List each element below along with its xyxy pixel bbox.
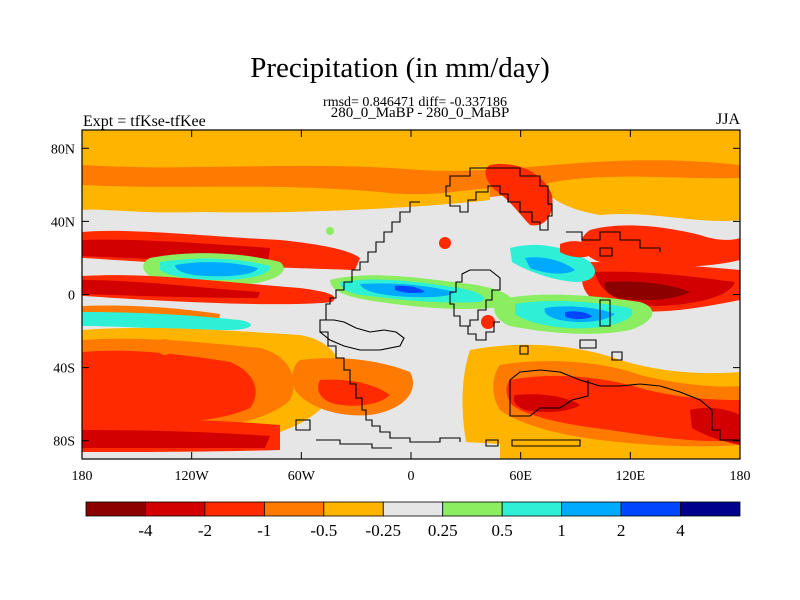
colorbar-label: 0.5 xyxy=(492,521,513,540)
x-tick-label: 180 xyxy=(730,469,751,484)
colorbar-label: 0.25 xyxy=(428,521,458,540)
colorbar-swatch xyxy=(204,501,265,517)
x-tick-label: 180 xyxy=(72,469,93,484)
colorbar-label: 4 xyxy=(676,521,685,540)
colorbar-swatch xyxy=(85,501,146,517)
x-axis: 180 120W 60W 0 60E 120E 180 xyxy=(72,130,751,484)
y-tick-label: 40N xyxy=(51,215,75,230)
y-tick-label: 40S xyxy=(53,362,75,377)
y-tick-label: 0 xyxy=(68,289,75,304)
colorbar: -4 -2 -1 -0.5 -0.25 0.25 0.5 1 2 4 xyxy=(85,501,741,540)
colorbar-swatch xyxy=(620,501,681,517)
colorbar-label: -0.25 xyxy=(366,521,401,540)
chart-title: Precipitation (in mm/day) xyxy=(250,52,550,84)
colorbar-label: 2 xyxy=(617,521,626,540)
experiment-label: Expt = tfKse-tfKee xyxy=(83,113,206,130)
x-tick-label: 120E xyxy=(616,469,646,484)
colorbar-swatch xyxy=(145,501,206,517)
season-label: JJA xyxy=(715,111,740,128)
x-tick-label: 60W xyxy=(288,469,316,484)
y-tick-label: 80N xyxy=(51,142,75,157)
chart-subtitle: 280_0_MaBP - 280_0_MaBP xyxy=(330,105,510,121)
colorbar-label: 1 xyxy=(557,521,566,540)
continent-outlines xyxy=(295,167,740,449)
colorbar-swatch xyxy=(263,501,325,517)
colorbar-swatch xyxy=(680,501,741,517)
y-axis: 80N 40N 0 40S 80S xyxy=(51,142,740,450)
x-tick-label: 0 xyxy=(408,469,415,484)
colorbar-label: -1 xyxy=(257,521,271,540)
colorbar-label: -4 xyxy=(138,521,153,540)
colorbar-label: -0.5 xyxy=(310,521,337,540)
contour-field xyxy=(82,130,740,459)
colorbar-swatch xyxy=(323,501,384,517)
colorbar-swatch xyxy=(382,501,444,517)
colorbar-swatch xyxy=(561,501,622,517)
x-tick-label: 120W xyxy=(175,469,210,484)
stats-line: rmsd= 0.846471 diff= -0.337186 xyxy=(323,95,507,110)
y-tick-label: 80S xyxy=(53,435,75,450)
colorbar-swatch xyxy=(501,501,563,517)
colorbar-label: -2 xyxy=(198,521,212,540)
x-tick-label: 60E xyxy=(509,469,532,484)
colorbar-swatch xyxy=(442,501,503,517)
